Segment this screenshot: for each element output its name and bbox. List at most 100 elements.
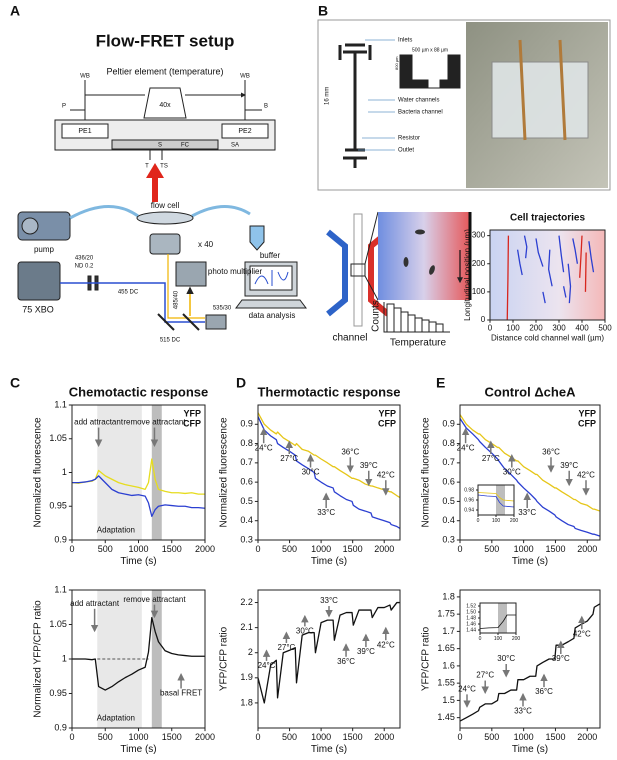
y-axis-label: Normalized fluorescence: [219, 417, 230, 527]
setup-label: x 40: [198, 240, 214, 249]
shape: [167, 254, 205, 319]
panel-letter: D: [236, 375, 246, 391]
schematic-label: Temperature: [390, 338, 447, 349]
y-tick-label: 1.7: [442, 626, 455, 636]
y-tick-label: 200: [472, 259, 486, 268]
panel-letter: B: [318, 3, 328, 19]
annotation: 24°C: [457, 443, 475, 452]
shape: [407, 314, 416, 333]
chart-title: Cell trajectories: [510, 213, 585, 224]
x-tick-label: 200: [512, 636, 521, 642]
annotation: 30°C: [302, 468, 320, 477]
x-tick-label: 1500: [343, 732, 363, 742]
shape: [249, 265, 293, 291]
setup-label: TS: [160, 164, 168, 170]
series-line: [459, 414, 601, 512]
y-tick-label: 0.6: [442, 477, 455, 487]
annotation: 39°C: [560, 461, 578, 470]
y-tick-label: 0.3: [442, 534, 455, 544]
y-tick-label: 0.98: [464, 487, 474, 493]
shape: [403, 257, 409, 267]
x-tick-label: 1500: [162, 544, 182, 554]
shape: [518, 39, 567, 141]
y-tick-label: 1.55: [437, 678, 455, 688]
y-tick-label: 1.1: [54, 584, 67, 594]
x-tick-label: 500: [282, 544, 297, 554]
x-tick-label: 1500: [343, 544, 363, 554]
chart-title: Control ΔcheA: [485, 384, 577, 399]
y-axis-label: Normalized YFP/CFP ratio: [33, 600, 44, 718]
trajectory: [584, 252, 587, 292]
shape: [435, 323, 444, 333]
x-tick-label: 0: [457, 732, 462, 742]
setup-label: 535/30: [213, 306, 232, 312]
x-tick-label: 2000: [374, 544, 394, 554]
x-tick-label: 1000: [514, 544, 534, 554]
shaded-span: [97, 405, 142, 540]
shaded-span: [498, 603, 507, 633]
annotation: remove attractant: [123, 418, 186, 427]
x-tick-label: 1000: [128, 544, 148, 554]
setup-label: 436/20: [75, 256, 94, 262]
chart-title: Chemotactic response: [69, 384, 208, 399]
x-tick-label: 100: [506, 324, 520, 333]
setup-label: S: [158, 143, 162, 149]
x-tick-label: 0: [479, 636, 482, 642]
shape: [205, 314, 227, 330]
y-tick-label: 0.5: [442, 496, 455, 506]
series-line: [479, 614, 516, 629]
annotation: 36°C: [337, 657, 355, 666]
y-tick-label: 0.8: [240, 438, 253, 448]
annotation: Adaptation: [97, 713, 135, 722]
x-tick-label: 0: [255, 544, 260, 554]
setup-label: ND 0.2: [75, 264, 94, 270]
y-tick-label: 0.7: [240, 457, 253, 467]
y-tick-label: 0.9: [54, 534, 67, 544]
shaded-span: [496, 485, 505, 515]
annotation: 42°C: [377, 470, 395, 479]
shape: [182, 313, 200, 331]
y-tick-label: 0.95: [49, 688, 67, 698]
shape: [146, 163, 164, 178]
x-tick-label: 2000: [374, 732, 394, 742]
setup-label: 75 XBO: [22, 304, 54, 314]
x-axis-label: Time (s): [311, 744, 347, 755]
shape: [17, 261, 61, 301]
x-tick-label: 1500: [162, 732, 182, 742]
y-axis-label: YFP/CFP ratio: [219, 626, 230, 691]
shape: [338, 45, 372, 60]
annotation: 33°C: [518, 508, 536, 517]
y-tick-label: 2: [248, 647, 253, 657]
shape: [111, 139, 219, 150]
series-line: [257, 601, 400, 704]
annotation: 42°C: [573, 629, 591, 638]
trajectory: [542, 291, 546, 304]
annotation: 30°C: [296, 627, 314, 636]
annotation: 33°C: [317, 508, 335, 517]
shape: [350, 263, 366, 277]
plot-background: [460, 405, 600, 540]
series-line: [477, 494, 515, 508]
y-tick-label: 0.94: [464, 507, 474, 513]
setup-label: photo multiplier: [208, 267, 263, 276]
annotation: 42°C: [577, 470, 595, 479]
series-line: [459, 418, 601, 537]
annotation: 24°C: [258, 661, 276, 670]
shape: [393, 307, 402, 333]
y-tick-label: 0.6: [240, 477, 253, 487]
shape: [353, 213, 363, 327]
series-line: [257, 416, 401, 529]
y-tick-label: 1: [62, 653, 67, 663]
shape: [60, 282, 205, 323]
y-tick-label: 0: [481, 315, 486, 324]
x-tick-label: 500: [598, 324, 612, 333]
legend-entry: YFP: [578, 408, 596, 418]
panel-letter: A: [10, 3, 20, 19]
trajectory: [535, 238, 544, 267]
annotation: 39°C: [552, 654, 570, 663]
annotation: 36°C: [535, 687, 553, 696]
annotation: remove attractant: [123, 595, 186, 604]
setup-label: buffer: [260, 251, 281, 260]
shape: [415, 229, 425, 235]
series-line: [459, 603, 601, 722]
